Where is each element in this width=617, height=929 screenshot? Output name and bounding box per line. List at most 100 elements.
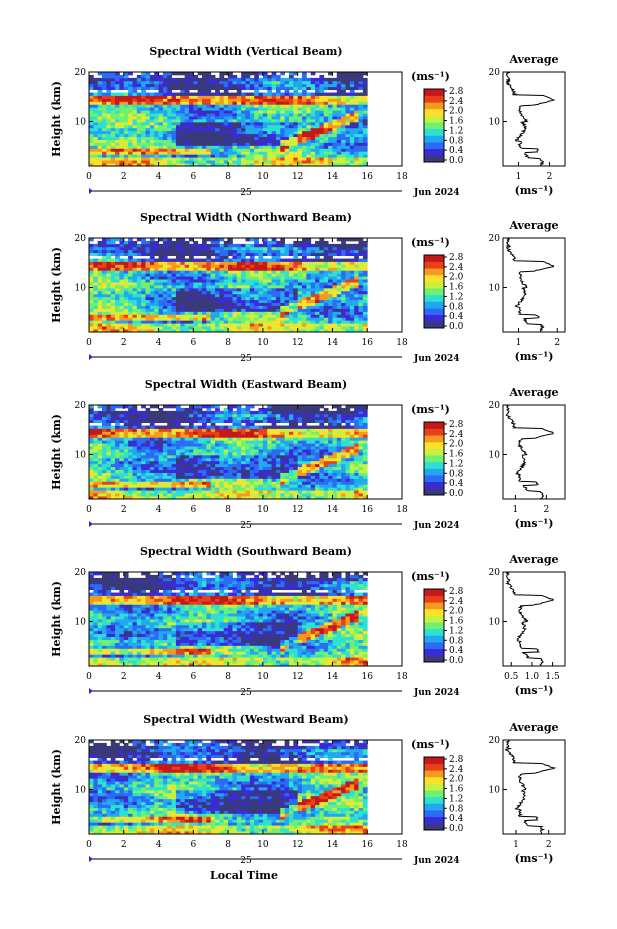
date-marker — [89, 688, 93, 694]
y-tick-label: 10 — [75, 117, 87, 127]
x-tick-label: 18 — [396, 338, 408, 348]
colorbar-tick-label: 0.4 — [449, 646, 464, 656]
x-tick-label: 18 — [396, 840, 408, 850]
y-tick-label: 10 — [75, 785, 87, 795]
day-label: 25 — [240, 188, 252, 198]
x-tick-label: 2 — [121, 840, 127, 850]
colorbar-swatch — [424, 102, 444, 110]
avg-y-tick-label: 20 — [489, 736, 501, 746]
x-tick-label: 12 — [292, 672, 303, 682]
colorbar-swatch — [424, 281, 444, 289]
x-tick-label: 0 — [86, 338, 92, 348]
heatmap-cells — [89, 405, 368, 500]
colorbar-swatch — [424, 776, 444, 784]
y-axis-label: Height (km) — [50, 414, 63, 490]
x-tick-label: 12 — [292, 172, 303, 182]
colorbar-swatch — [424, 428, 444, 436]
x-tick-label: 6 — [190, 172, 196, 182]
colorbar-tick-label: 1.2 — [449, 126, 463, 136]
colorbar-swatch — [424, 148, 444, 156]
colorbar-swatch — [424, 595, 444, 603]
y-tick-label: 20 — [75, 736, 87, 746]
colorbar-tick-label: 0.4 — [449, 312, 464, 322]
x-tick-label: 16 — [361, 840, 373, 850]
colorbar-tick-label: 1.6 — [449, 117, 464, 127]
avg-x-tick-label: 1 — [516, 338, 522, 348]
x-tick-label: 14 — [327, 505, 339, 515]
panel-title: Spectral Width (Westward Beam) — [143, 713, 348, 726]
panel-title: Spectral Width (Vertical Beam) — [149, 45, 342, 58]
colorbar-swatch — [424, 142, 444, 150]
heatmap-frame — [88, 237, 403, 333]
average-profile-line — [504, 740, 557, 835]
x-tick-label: 14 — [327, 840, 339, 850]
y-tick-label: 10 — [75, 283, 87, 293]
average-unit-label: (ms⁻¹) — [515, 184, 554, 197]
date-label: Jun 2024 — [413, 856, 460, 866]
x-tick-label: 8 — [225, 840, 231, 850]
colorbar-tick-label: 0.4 — [449, 479, 464, 489]
colorbar-swatch — [424, 422, 444, 429]
average-unit-label: (ms⁻¹) — [515, 684, 554, 697]
colorbar-swatch — [424, 803, 444, 811]
date-marker — [89, 354, 93, 360]
colorbar-swatch — [424, 321, 444, 329]
x-tick-label: 6 — [190, 505, 196, 515]
colorbar-swatch — [424, 89, 444, 96]
x-tick-label: 8 — [225, 338, 231, 348]
colorbar-tick-label: 2.4 — [449, 263, 464, 273]
x-tick-label: 2 — [121, 505, 127, 515]
colorbar-swatch — [424, 308, 444, 316]
x-tick-label: 6 — [190, 672, 196, 682]
heatmap-cells — [89, 238, 368, 333]
date-label: Jun 2024 — [413, 521, 460, 531]
x-tick-label: 2 — [121, 338, 127, 348]
x-tick-label: 12 — [292, 338, 303, 348]
avg-y-tick-label: 20 — [489, 568, 501, 578]
colorbar-frame — [423, 88, 445, 163]
colorbar-tick-label: 0.8 — [449, 136, 464, 146]
x-tick-label: 10 — [257, 172, 269, 182]
avg-x-tick-label: 2 — [546, 840, 552, 850]
x-tick-label: 4 — [156, 172, 162, 182]
x-tick-label: 0 — [86, 172, 92, 182]
colorbar-swatch — [424, 301, 444, 309]
x-tick-label: 10 — [257, 672, 269, 682]
panel-4: Spectral Width (Westward Beam)0 2 4 6 8 10 12 1… — [50, 713, 566, 866]
colorbar-swatch — [424, 635, 444, 643]
avg-y-tick-label: 10 — [489, 450, 501, 460]
panel-title: Spectral Width (Southward Beam) — [140, 545, 352, 558]
colorbar-tick-label: 2.4 — [449, 597, 464, 607]
colorbar-tick-label: 0.0 — [449, 656, 464, 666]
colorbar-tick-label: 2.0 — [449, 775, 464, 785]
colorbar-tick-label: 2.0 — [449, 273, 464, 283]
x-tick-label: 18 — [396, 505, 408, 515]
avg-x-tick-label: 1 — [513, 505, 519, 515]
colorbar-swatch — [424, 122, 444, 130]
colorbar-tick-label: 2.8 — [449, 755, 464, 765]
average-profile-line — [505, 405, 554, 500]
x-tick-label: 16 — [361, 672, 373, 682]
colorbar-swatch — [424, 810, 444, 818]
average-title: Average — [508, 553, 558, 566]
x-tick-label: 10 — [257, 505, 269, 515]
colorbar-frame — [423, 588, 445, 663]
colorbar-swatch — [424, 757, 444, 764]
y-tick-label: 20 — [75, 568, 87, 578]
colorbar-swatch — [424, 108, 444, 116]
colorbar-frame — [423, 254, 445, 329]
x-tick-label: 14 — [327, 338, 339, 348]
colorbar-swatch — [424, 95, 444, 103]
colorbar-swatch — [424, 622, 444, 630]
x-tick-label: 6 — [190, 338, 196, 348]
colorbar-swatch — [424, 441, 444, 449]
heatmap-frame — [88, 739, 403, 835]
x-tick-label: 16 — [361, 172, 373, 182]
avg-y-tick-label: 20 — [489, 68, 501, 78]
colorbar-swatch — [424, 816, 444, 824]
panel-2: Spectral Width (Eastward Beam)0 2 4 6 8 10 12 1… — [50, 378, 566, 531]
day-label: 25 — [240, 354, 252, 364]
panel-1: Spectral Width (Northward Beam)0 2 4 6 8 10 12… — [50, 211, 566, 364]
colorbar-swatch — [424, 435, 444, 443]
